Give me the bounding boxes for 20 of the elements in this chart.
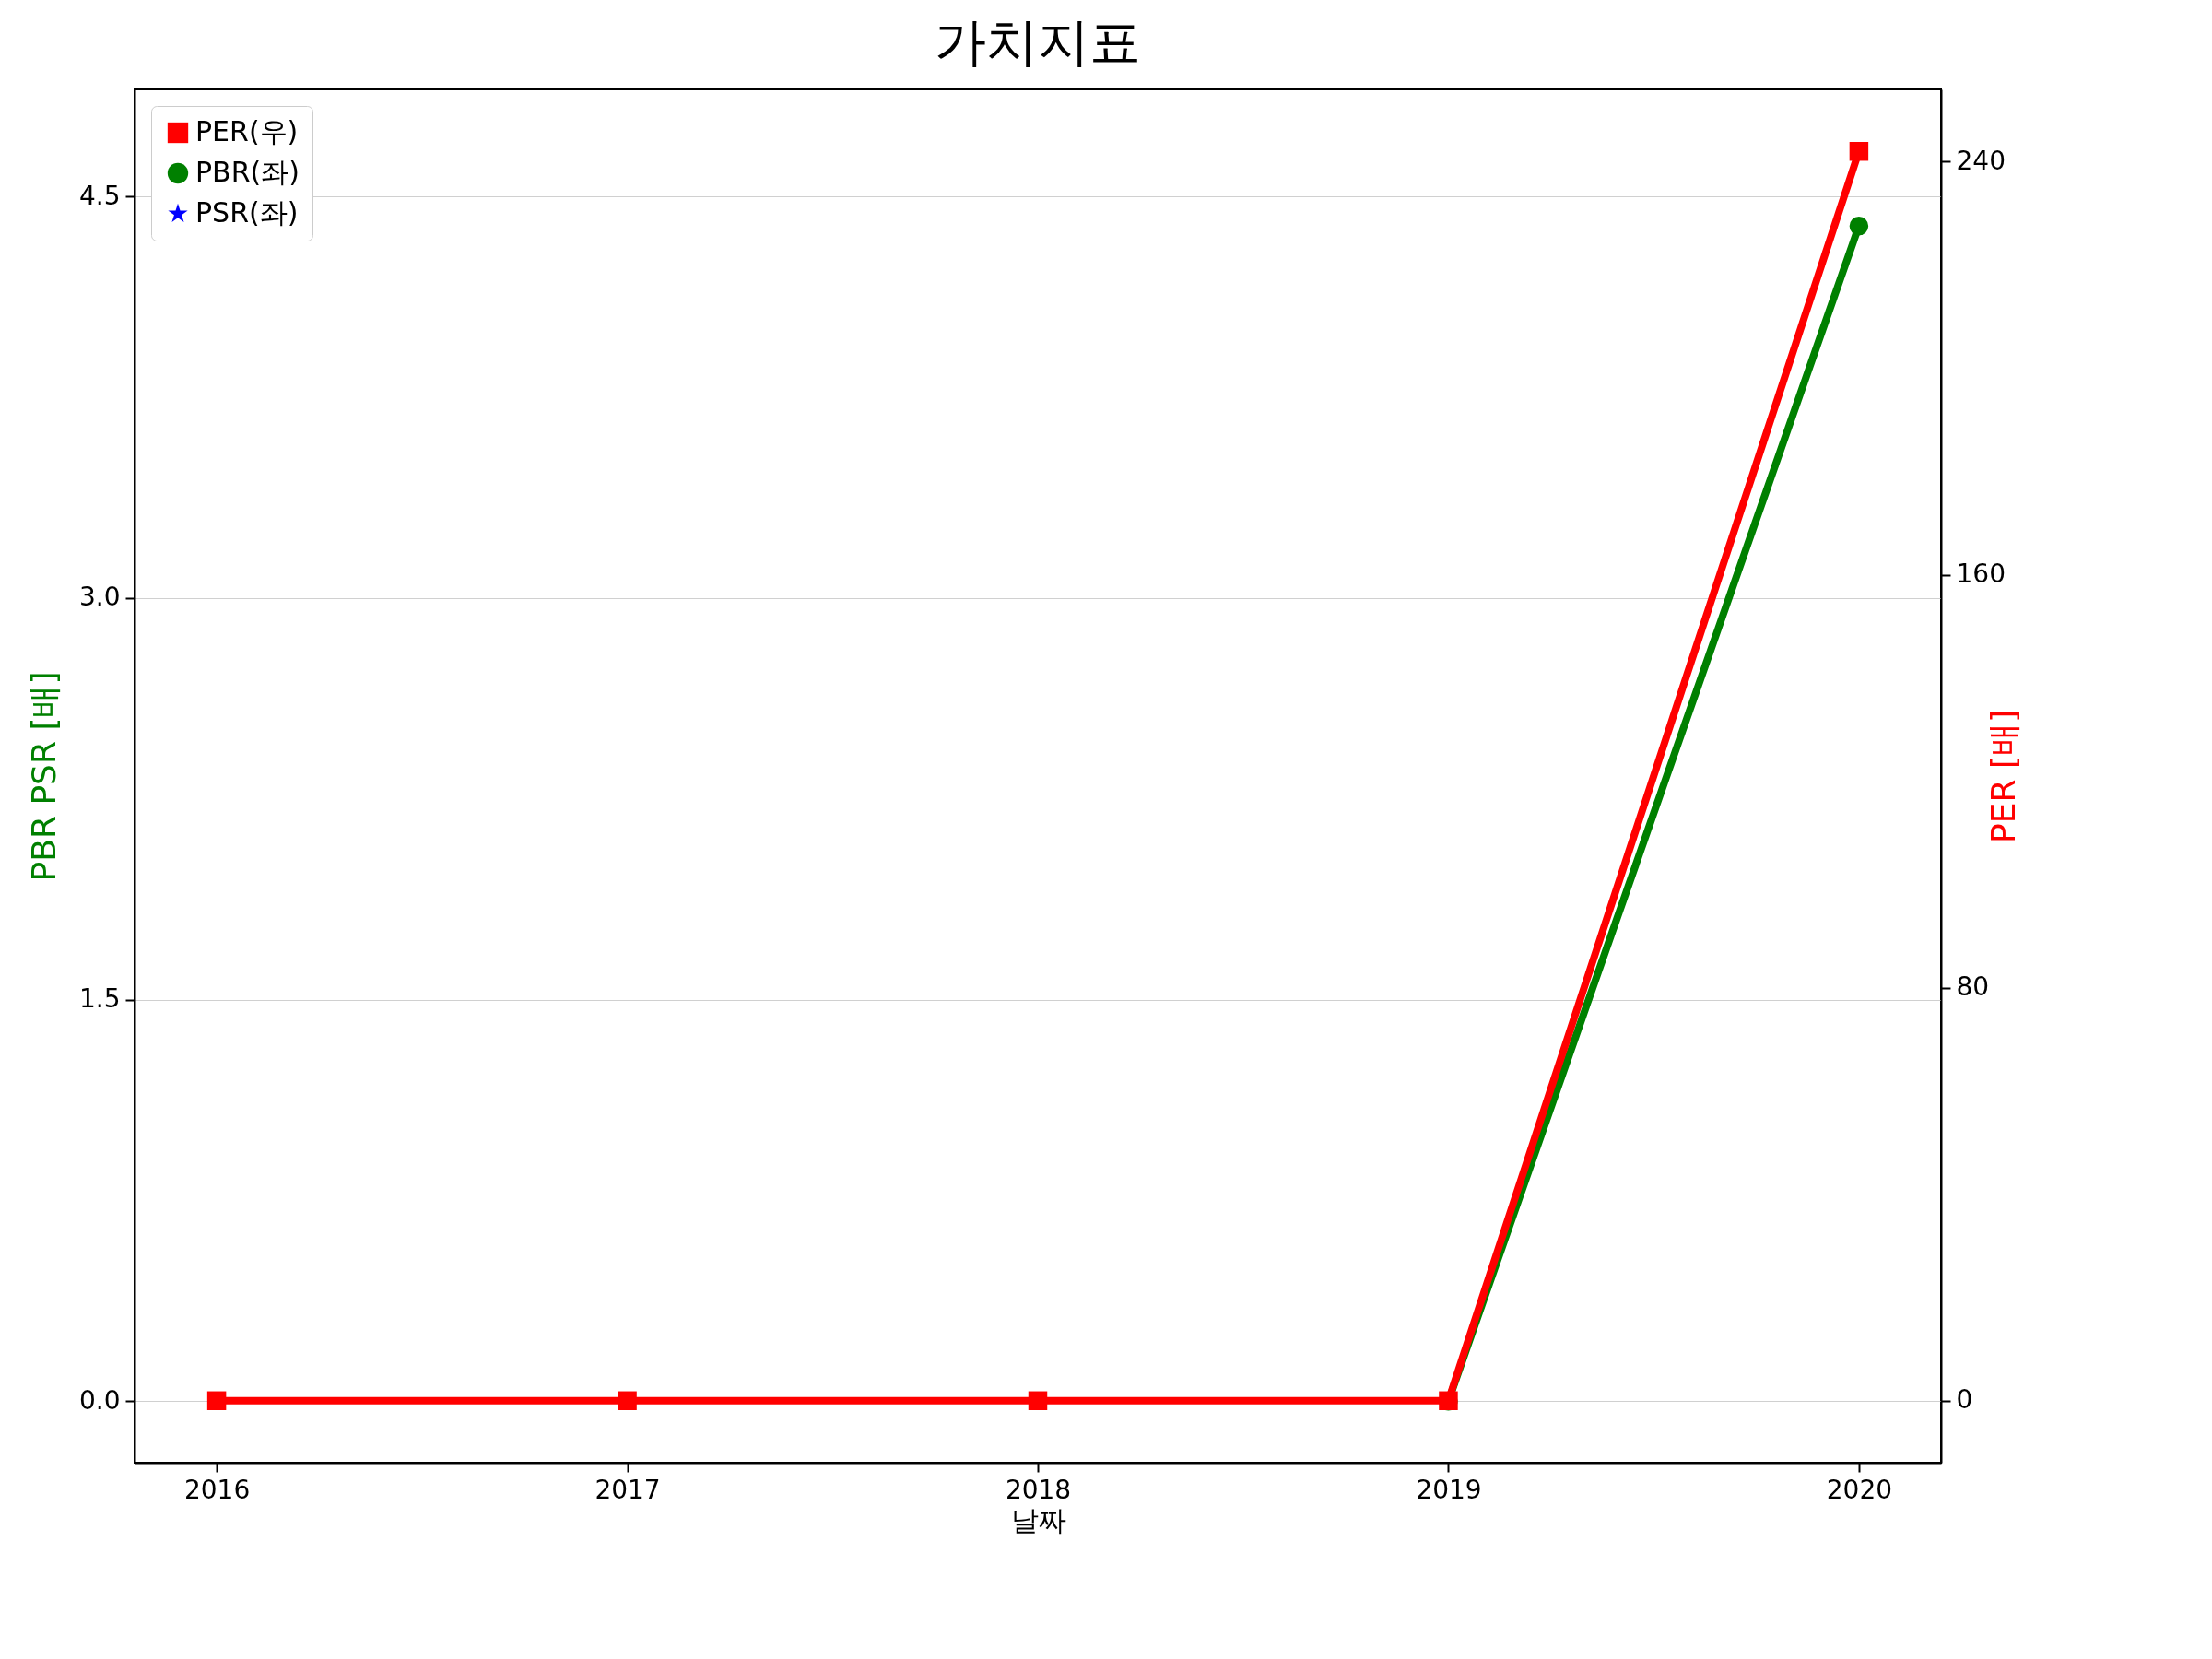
y2-tick-label: 160 [1956, 559, 2006, 590]
x-axis-title: 날짜 [1010, 1503, 1066, 1536]
x-tick-label: 2018 [1005, 1474, 1072, 1505]
y2-tick-label: 0 [1956, 1384, 1973, 1416]
x-tick-label: 2020 [1826, 1474, 1893, 1505]
x-tick-label: 2016 [183, 1474, 251, 1505]
legend-label: PER(우) [195, 115, 299, 147]
y-axis-title: PBR PSR [배] [24, 671, 63, 882]
y2-tick-label: 80 [1956, 971, 1990, 1003]
y-tick-label: 4.5 [78, 180, 121, 211]
y-tick-label: 0.0 [78, 1384, 121, 1416]
y-tick-label: 1.5 [78, 983, 121, 1015]
y-tick-label: 3.0 [78, 582, 121, 613]
legend-label: PSR(좌) [195, 196, 299, 229]
y2-tick-label: 240 [1956, 145, 2006, 176]
legend-label: PBR(좌) [195, 156, 300, 188]
x-tick-label: 2017 [594, 1474, 661, 1505]
x-tick-label: 2019 [1416, 1474, 1482, 1505]
chart-title: 가치지표 [935, 12, 1141, 72]
y2-axis-title: PER [배] [1983, 709, 2022, 844]
